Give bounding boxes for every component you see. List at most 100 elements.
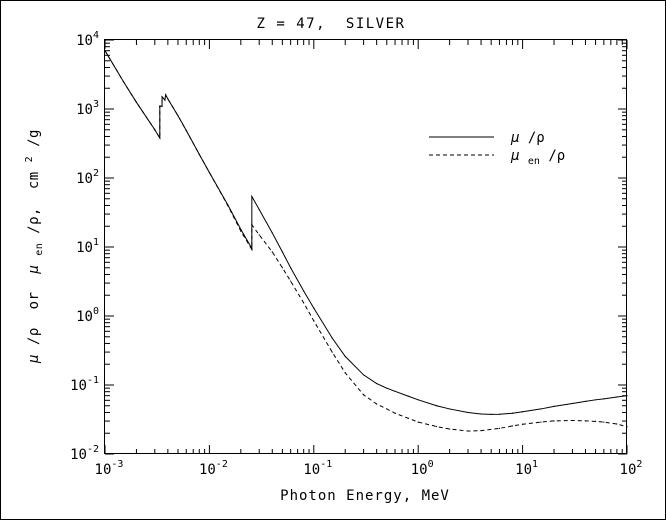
data-point-s1-32 <box>417 421 419 423</box>
data-point-s1-20 <box>271 251 273 253</box>
data-point-s0-20 <box>271 232 273 234</box>
series-line-1 <box>104 50 628 432</box>
data-point-s1-24 <box>313 320 315 322</box>
data-point-s1-33 <box>435 425 438 428</box>
data-point-s0-40 <box>522 411 524 413</box>
data-point-s1-17 <box>251 248 253 251</box>
y-label-slash-rho-2: /ρ, <box>26 207 42 234</box>
data-point-s1-11 <box>177 115 179 117</box>
data-point-s1-38 <box>511 425 514 427</box>
y-label-unit-exponent: 2 <box>24 156 35 163</box>
data-point-s0-21 <box>281 251 283 253</box>
plot-marks <box>104 50 628 432</box>
legend: μ /ρ μ en /ρ <box>429 130 565 168</box>
x-tick-label: 100 <box>411 459 434 478</box>
data-point-s1-12 <box>185 129 187 131</box>
legend-muen-symbol: μ <box>510 148 519 164</box>
data-point-s1-3 <box>154 129 156 131</box>
y-tick-label: 10-1 <box>70 375 99 394</box>
data-point-s0-41 <box>540 408 542 410</box>
axis-ticks <box>104 39 628 455</box>
data-point-s1-7 <box>161 96 163 98</box>
data-point-s1-4 <box>159 137 161 139</box>
data-point-s0-35 <box>467 411 469 414</box>
legend-mu-rest: /ρ <box>528 130 545 146</box>
data-point-s1-45 <box>603 421 605 423</box>
data-point-s1-36 <box>480 430 482 432</box>
data-point-s1-25 <box>331 351 333 353</box>
data-point-s0-47 <box>616 396 618 398</box>
data-point-s1-40 <box>540 421 542 423</box>
data-point-s1-1 <box>122 80 124 83</box>
y-tick-labels: 10-2 10-1 100 101 102 103 104 <box>70 30 99 463</box>
data-point-s0-45 <box>594 399 597 401</box>
data-point-s0-39 <box>511 412 514 414</box>
x-tick-label: 10-3 <box>95 459 124 478</box>
data-point-s1-6 <box>161 105 163 107</box>
data-point-s0-28 <box>376 382 378 385</box>
data-point-s0-42 <box>553 405 555 407</box>
data-point-s1-9 <box>165 94 167 96</box>
data-point-s1-30 <box>394 412 396 414</box>
data-point-s0-24 <box>313 307 315 309</box>
y-label-mu-en: μ <box>26 265 42 275</box>
data-point-s0-29 <box>386 387 388 389</box>
y-label-unit-g: /g <box>26 129 42 147</box>
data-point-s1-41 <box>553 420 555 422</box>
series-line-0 <box>104 50 628 415</box>
data-point-s0-23 <box>303 290 305 292</box>
data-point-s1-23 <box>303 302 305 304</box>
data-point-s0-46 <box>603 398 605 400</box>
data-point-s1-13 <box>198 153 200 155</box>
data-point-s1-37 <box>498 427 501 429</box>
data-point-s1-43 <box>584 420 587 422</box>
data-point-s1-2 <box>135 101 138 103</box>
data-point-s0-31 <box>407 395 409 397</box>
x-tick-label: 10-2 <box>199 459 228 478</box>
data-point-s1-26 <box>344 372 346 374</box>
data-point-s0-19 <box>258 208 260 211</box>
x-tick-label: 102 <box>620 459 643 478</box>
chart-title: Z = 47, SILVER <box>257 16 406 32</box>
y-tick-label: 101 <box>76 237 99 256</box>
plot-frame <box>104 39 627 454</box>
data-point-s0-27 <box>363 374 365 376</box>
legend-muen-rest: /ρ <box>548 148 565 164</box>
y-tick-label: 100 <box>76 306 99 325</box>
data-point-s0-38 <box>498 413 501 415</box>
x-tick-labels: 10-3 10-2 10-1 100 101 102 <box>95 459 643 478</box>
data-point-s1-10 <box>167 98 169 100</box>
legend-label-muen-rho: μ en /ρ <box>510 148 565 168</box>
data-point-s1-39 <box>522 423 524 425</box>
data-point-s1-31 <box>407 417 409 419</box>
data-point-s1-27 <box>363 394 365 396</box>
data-point-s1-44 <box>594 420 597 422</box>
data-point-s0-33 <box>435 405 438 407</box>
data-point-s1-46 <box>616 423 618 425</box>
data-point-s1-8 <box>164 99 166 101</box>
data-point-s1-42 <box>571 419 574 422</box>
data-point-s0-37 <box>490 413 492 415</box>
legend-label-mu-rho: μ /ρ <box>510 130 545 146</box>
y-label-unit-cm: cm <box>26 171 42 198</box>
data-point-s0-26 <box>344 355 346 357</box>
data-point-s1-5 <box>159 105 161 107</box>
data-point-s0-43 <box>571 402 574 405</box>
y-tick-label: 102 <box>76 168 99 187</box>
data-point-s0-18 <box>251 195 253 198</box>
data-point-s0-36 <box>480 413 482 415</box>
data-point-s1-28 <box>376 403 378 405</box>
data-point-s0-44 <box>584 400 587 402</box>
y-axis-label: μ /ρ or μ en /ρ, cm 2 /g <box>20 129 46 364</box>
data-point-s1-16 <box>240 230 242 232</box>
legend-muen-subscript: en <box>528 156 540 167</box>
y-label-mu: μ <box>26 354 42 364</box>
data-point-s1-29 <box>386 408 388 410</box>
data-point-s1-18 <box>251 224 253 226</box>
data-point-s1-19 <box>258 234 260 236</box>
data-point-s0-34 <box>449 408 451 410</box>
y-label-or: or <box>26 283 42 319</box>
